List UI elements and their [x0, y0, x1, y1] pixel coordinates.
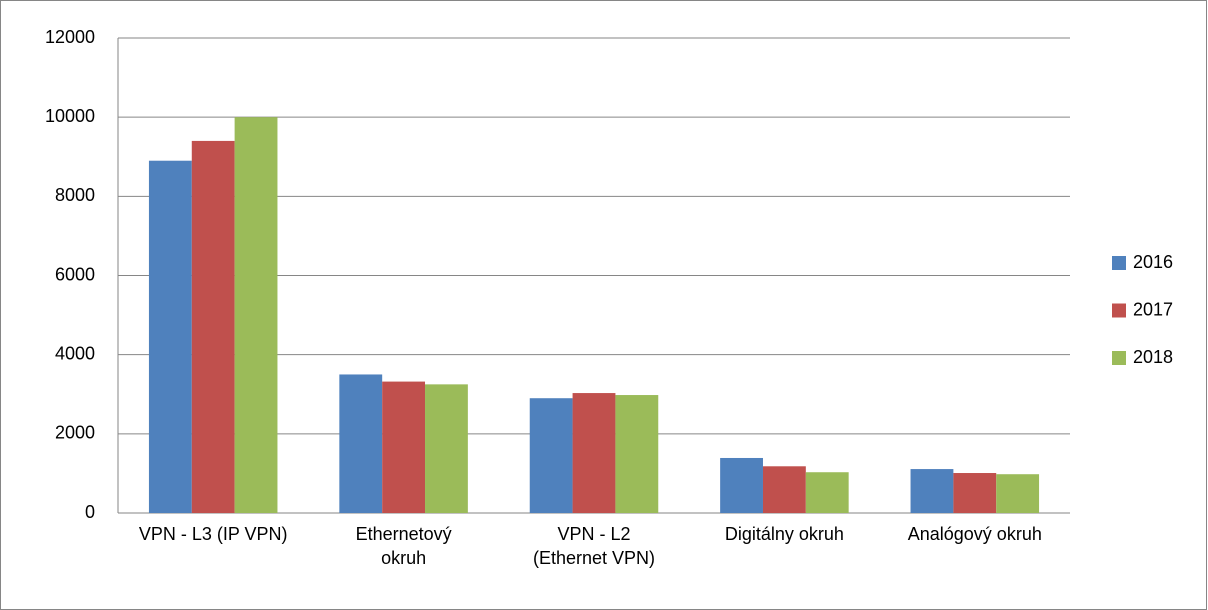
bar [148, 160, 192, 514]
bar [720, 457, 763, 513]
legend-swatch [1112, 256, 1126, 270]
legend-label: 2017 [1133, 299, 1173, 319]
x-tick-label: VPN - L3 (IP VPN) [138, 524, 288, 544]
x-tick-label: Analógový okruh [907, 524, 1042, 544]
y-tick-label: 12000 [45, 27, 95, 47]
x-tick-label: Ethernetový okruh [355, 524, 452, 568]
legend-swatch [1112, 351, 1126, 365]
y-tick-label: 2000 [55, 423, 95, 443]
bar [191, 140, 235, 513]
y-tick-label: 4000 [55, 343, 95, 363]
legend-swatch [1112, 303, 1126, 318]
legend-label: 2016 [1133, 252, 1173, 272]
bar [805, 472, 849, 513]
bar [339, 374, 383, 513]
legend-label: 2018 [1133, 347, 1173, 367]
bar [234, 117, 278, 514]
bar [996, 474, 1040, 513]
bar [425, 384, 468, 513]
x-tick-label: Digitálny okruh [724, 524, 844, 544]
bar [910, 469, 954, 513]
bar [382, 381, 426, 513]
bar [572, 393, 616, 513]
y-tick-label: 8000 [55, 185, 95, 205]
bar [615, 395, 659, 513]
y-tick-label: 6000 [55, 264, 95, 284]
x-tick-label: VPN - L2 (Ethernet VPN) [532, 524, 656, 568]
bar [762, 466, 806, 513]
y-tick-label: 0 [85, 502, 95, 522]
bar [953, 473, 997, 513]
bar [529, 398, 573, 513]
y-tick-label: 10000 [45, 106, 95, 126]
